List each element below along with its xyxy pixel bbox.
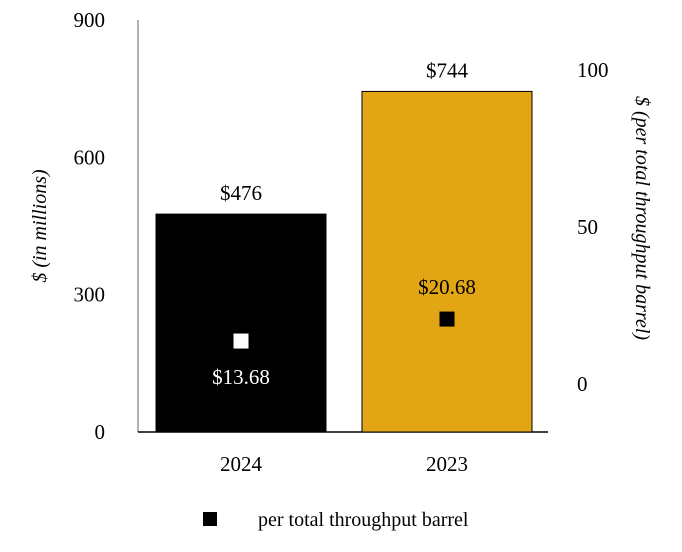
bars [155, 90, 533, 433]
per-barrel-markers [233, 311, 455, 349]
legend-swatch [203, 512, 217, 526]
y-tick-label: 600 [74, 145, 106, 169]
bar-2024 [155, 213, 327, 433]
legend-label: per total throughput barrel [258, 509, 469, 531]
per-barrel-label: $20.68 [418, 275, 476, 299]
y-axis-title: $ (in millions) [29, 169, 51, 283]
bar-value-labels: $476 $744 [220, 58, 469, 205]
bar-value-label: $744 [426, 58, 469, 82]
category-label-2024: 2024 [220, 452, 263, 476]
y-tick-label: 0 [95, 420, 106, 444]
per-barrel-marker-2024 [233, 333, 249, 349]
y2-axis-ticks: 0 50 100 [577, 58, 609, 396]
per-barrel-marker-2023 [439, 311, 455, 327]
y-tick-label: 300 [74, 283, 106, 307]
y2-tick-label: 100 [577, 58, 609, 82]
y2-tick-label: 0 [577, 372, 588, 396]
legend: per total throughput barrel [203, 509, 469, 531]
y2-tick-label: 50 [577, 215, 598, 239]
y-tick-label: 900 [74, 8, 106, 32]
category-label-2023: 2023 [426, 452, 468, 476]
per-barrel-labels: $13.68 $20.68 [212, 275, 476, 389]
per-barrel-label: $13.68 [212, 365, 270, 389]
category-labels: 2024 2023 [220, 452, 468, 476]
bar-2023 [361, 90, 533, 433]
y-axis-ticks: 0 300 600 900 [74, 8, 106, 444]
bar-value-label: $476 [220, 181, 262, 205]
y2-axis-title: $ (per total throughput barrel) [631, 96, 653, 340]
